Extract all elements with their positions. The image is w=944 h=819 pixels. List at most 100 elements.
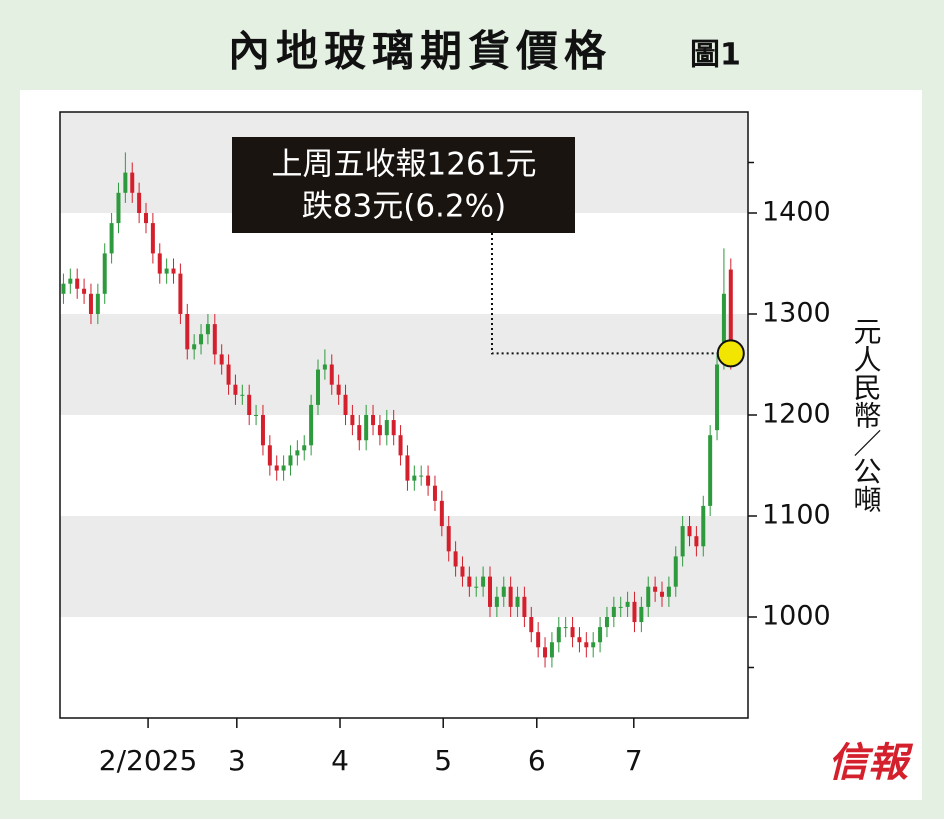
candle-body <box>549 642 554 658</box>
x-tick-label: 2/2025 <box>99 744 198 777</box>
candle-body <box>611 606 616 617</box>
candle-body <box>591 642 596 648</box>
candle-body <box>109 223 114 254</box>
candle-body <box>130 172 135 193</box>
candle-body <box>164 268 169 274</box>
candle-body <box>508 586 513 607</box>
y-tick-label: 1300 <box>762 298 831 329</box>
candle-body <box>240 394 245 396</box>
y-axis-label: 元人民幣／公噸 <box>850 317 883 513</box>
candle-body <box>680 526 685 557</box>
candle-body <box>646 586 651 607</box>
candle-body <box>178 273 183 314</box>
grid-band <box>60 314 748 415</box>
candle-body <box>426 475 431 486</box>
candle-body <box>205 324 210 335</box>
candle-body <box>116 192 121 224</box>
candle-body <box>653 586 658 592</box>
candle-body <box>192 344 197 350</box>
candle-body <box>481 576 486 587</box>
candle-body <box>632 601 637 623</box>
candle-body <box>384 420 389 436</box>
candle-body <box>233 384 238 395</box>
candle-body <box>625 601 630 607</box>
candle-body <box>570 627 575 638</box>
candle-body <box>577 637 582 643</box>
candle-body <box>501 586 506 597</box>
candle-body <box>260 415 265 446</box>
candle-body <box>460 566 465 577</box>
candle-body <box>254 415 259 416</box>
candle-body <box>75 278 80 289</box>
chart-title: 內地玻璃期貨價格 <box>228 27 612 76</box>
candle-body <box>687 526 692 537</box>
annotation-box <box>232 137 575 233</box>
candle-body <box>88 293 93 314</box>
candle-body <box>529 617 534 633</box>
annotation-text: 上周五收報1261元 <box>272 147 537 183</box>
candle-body <box>123 172 128 193</box>
candle-body <box>660 591 664 597</box>
candle-body <box>666 586 671 597</box>
candle-body <box>171 268 176 274</box>
leader-line <box>491 233 731 355</box>
candle-body <box>61 283 66 294</box>
candle-body <box>309 404 314 446</box>
candle-body <box>701 505 706 547</box>
candle-body <box>604 617 609 628</box>
candle-body <box>694 536 699 547</box>
candle-body <box>150 223 155 254</box>
grid-band <box>60 516 748 617</box>
candle-body <box>185 314 190 350</box>
candle-body <box>302 445 307 451</box>
candle-body <box>391 420 396 436</box>
candle-body <box>199 334 204 345</box>
candle-body <box>467 576 472 587</box>
x-tick-label: 3 <box>228 744 246 777</box>
logo: 信報 <box>828 739 914 786</box>
candle-body <box>336 384 341 395</box>
candle-body <box>329 364 334 385</box>
candle-body <box>316 369 320 405</box>
x-tick-label: 4 <box>331 744 349 777</box>
candle-body <box>598 627 603 643</box>
candle-body <box>488 576 492 607</box>
candle-body <box>357 425 362 441</box>
candle-body <box>721 293 726 360</box>
candle-body <box>584 642 589 648</box>
y-tick-label: 1100 <box>762 500 831 531</box>
candle-body <box>432 485 437 501</box>
candle-body <box>212 324 217 355</box>
candle-body <box>371 415 376 426</box>
candle-body <box>295 450 300 456</box>
candle-body <box>350 415 355 426</box>
candle-body <box>95 293 100 314</box>
candle-body <box>267 445 272 466</box>
candle-body <box>515 596 520 607</box>
candle-body <box>226 364 231 385</box>
candle-body <box>673 556 678 587</box>
x-tick-label: 6 <box>528 744 546 777</box>
candle-body <box>563 627 568 629</box>
candle-body <box>639 606 644 623</box>
figure-label: 圖1 <box>690 38 741 73</box>
candle-body <box>377 425 382 436</box>
candle-body <box>419 475 424 477</box>
candle-body <box>556 627 561 643</box>
candle-body <box>68 278 73 284</box>
candle-body <box>522 596 527 617</box>
candle-body <box>405 455 410 481</box>
candle-body <box>247 394 252 415</box>
candle-body <box>288 455 293 466</box>
highlight-marker <box>716 339 745 368</box>
candle-body <box>137 192 142 213</box>
candle-body <box>343 394 348 415</box>
candle-body <box>144 213 148 224</box>
candle-body <box>715 364 720 431</box>
candle-body <box>536 632 541 648</box>
candle-body <box>439 500 444 527</box>
x-tick-label: 5 <box>434 744 452 777</box>
candle-body <box>157 253 162 274</box>
candle-body <box>618 606 623 608</box>
